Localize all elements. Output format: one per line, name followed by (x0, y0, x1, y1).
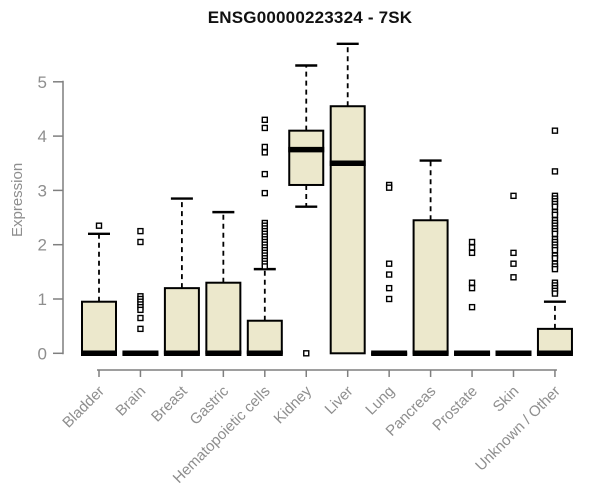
box-prostate (454, 238, 491, 357)
y-tick-label: 3 (38, 181, 47, 200)
outlier-point (261, 263, 268, 270)
outlier-point (551, 246, 559, 254)
outlier-point (510, 260, 517, 267)
outlier-point (551, 230, 559, 238)
box-rect (536, 327, 573, 355)
outlier-point (385, 284, 393, 292)
outlier-point (468, 244, 476, 251)
x-category-label-breast: Breast (148, 382, 191, 425)
box-brain (122, 227, 159, 357)
y-tick-label: 5 (38, 73, 47, 92)
outlier-point (551, 255, 559, 262)
x-category-label-kidney: Kidney (271, 382, 316, 427)
x-category-label-lung: Lung (362, 383, 398, 419)
outlier-point (137, 238, 144, 246)
box-skin (495, 192, 532, 357)
outlier-point (468, 284, 476, 292)
outlier-point (385, 184, 393, 191)
box-rect (288, 129, 325, 186)
y-tick-label: 0 (38, 344, 47, 363)
outlier-point (261, 116, 268, 124)
outlier-point (385, 271, 393, 278)
box-lung (371, 181, 408, 357)
box-rect (205, 281, 242, 355)
outlier-point (385, 260, 393, 267)
box-breast (163, 197, 200, 357)
box-rect (329, 105, 366, 355)
outlier-point (137, 227, 144, 235)
x-category-label-prostate: Prostate (429, 383, 481, 435)
box-rect (163, 287, 200, 355)
x-category-label-skin: Skin (490, 383, 523, 416)
box-rect (412, 219, 449, 355)
box-rect (81, 300, 117, 355)
outlier-point (137, 306, 144, 314)
box-kidney (288, 64, 325, 357)
outlier-point (551, 203, 559, 210)
outlier-point (551, 127, 559, 134)
x-category-label-liver: Liver (322, 383, 357, 418)
outlier-point (385, 295, 393, 303)
outlier-point (95, 222, 103, 229)
outlier-point (261, 170, 268, 178)
outlier-point (468, 249, 476, 257)
outlier-point (303, 350, 310, 357)
box-pancreas (412, 159, 449, 357)
chart-title: ENSG00000223324 - 7SK (207, 8, 413, 27)
outlier-point (551, 168, 559, 175)
outlier-point (510, 192, 517, 200)
y-axis: 0 1 2 3 4 5 (38, 73, 64, 363)
outlier-point (261, 189, 268, 197)
x-category-label-brain: Brain (112, 383, 149, 420)
outlier-point (468, 303, 476, 311)
box-liver (329, 42, 366, 355)
outlier-point (261, 143, 268, 151)
outlier-point (551, 211, 559, 219)
y-tick-label: 1 (38, 290, 47, 309)
outlier-point (261, 124, 268, 132)
box-bladder (81, 222, 117, 357)
y-tick-label: 2 (38, 236, 47, 255)
outlier-point (510, 249, 517, 257)
outlier-point (510, 274, 517, 281)
box-rect (246, 319, 283, 355)
y-tick-label: 4 (38, 127, 47, 146)
x-category-label-bladder: Bladder (59, 383, 108, 432)
outlier-point (551, 265, 559, 273)
outlier-point (137, 325, 144, 333)
outlier-point (261, 149, 268, 156)
outlier-point (468, 279, 476, 286)
outlier-point (551, 290, 559, 297)
outlier-point (137, 314, 144, 322)
box-hematopoietic-cells (246, 116, 283, 357)
box-gastric (205, 210, 242, 357)
box-unknown-other (536, 127, 573, 357)
outlier-point (468, 238, 476, 246)
